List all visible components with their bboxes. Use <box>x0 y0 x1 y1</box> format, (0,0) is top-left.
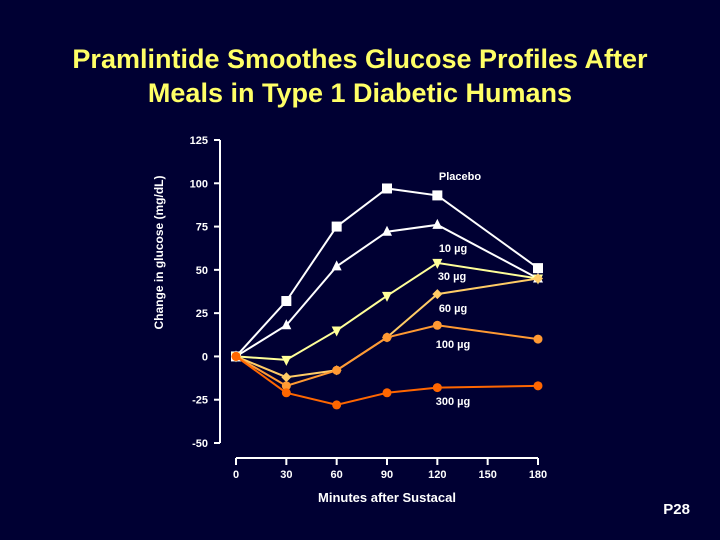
y-tick-label: 100 <box>190 178 208 190</box>
data-point-s2-3 <box>382 291 392 302</box>
y-tick-label: 50 <box>196 265 208 277</box>
y-tick-label: 25 <box>196 308 208 320</box>
data-point-s5-5 <box>533 381 543 391</box>
x-tick-label: 120 <box>428 469 446 481</box>
series-label-4: 100 µg <box>436 339 470 351</box>
slide-title-line-1: Pramlintide Smoothes Glucose Profiles Af… <box>72 44 648 74</box>
data-point-s2-2 <box>331 326 342 337</box>
data-point-s5-3 <box>382 388 392 398</box>
data-point-s5-0 <box>231 351 241 361</box>
series-line-4 <box>235 324 539 387</box>
y-tick-label: 125 <box>190 135 208 147</box>
data-point-s1-1 <box>281 319 292 330</box>
x-tick-label: 30 <box>280 469 292 481</box>
data-point-s0-3 <box>382 183 392 194</box>
data-point-s1-4 <box>432 218 443 229</box>
data-point-s3-5 <box>533 273 543 284</box>
slide-title: Pramlintide Smoothes Glucose Profiles Af… <box>0 42 720 110</box>
data-point-s0-5 <box>533 263 543 274</box>
data-point-s4-3 <box>382 332 392 342</box>
data-point-s5-1 <box>281 388 291 398</box>
y-tick-label: -50 <box>192 438 208 450</box>
y-tick-label: 75 <box>196 222 208 234</box>
data-point-s2-1 <box>281 355 292 366</box>
data-point-s3-1 <box>281 372 292 383</box>
data-point-s4-2 <box>332 365 342 375</box>
x-tick-label: 60 <box>331 469 343 481</box>
data-point-s0-4 <box>432 190 443 201</box>
y-tick-label: -25 <box>192 395 208 407</box>
slide-code: P28 <box>663 501 690 518</box>
x-tick-label: 180 <box>529 469 547 481</box>
data-point-s5-4 <box>432 383 442 393</box>
x-tick-label: 90 <box>381 469 393 481</box>
y-tick-label: 0 <box>202 351 208 363</box>
series-line-5 <box>235 355 539 406</box>
x-axis-label: Minutes after Sustacal <box>318 490 456 505</box>
slide-title-line-2: Meals in Type 1 Diabetic Humans <box>147 78 573 108</box>
data-point-s5-2 <box>332 400 342 410</box>
series-line-0 <box>235 187 539 358</box>
series-line-2 <box>235 261 539 361</box>
data-point-s4-5 <box>533 334 543 344</box>
data-point-s1-2 <box>331 260 342 271</box>
series-label-0: Placebo <box>439 171 481 183</box>
data-point-s0-1 <box>281 296 292 307</box>
y-axis-label: Change in glucose (mg/dL) <box>152 175 166 329</box>
series-label-1: 10 µg <box>439 243 467 255</box>
series-label-3: 60 µg <box>439 303 467 315</box>
x-tick-label: 0 <box>233 469 239 481</box>
series-label-5: 300 µg <box>436 396 470 408</box>
data-point-s4-1 <box>281 381 291 391</box>
data-point-s4-4 <box>432 320 442 330</box>
data-point-s2-4 <box>432 258 443 269</box>
series-line-1 <box>235 223 539 358</box>
series-label-2: 30 µg <box>438 271 466 283</box>
data-point-s1-3 <box>382 225 392 236</box>
x-tick-label: 150 <box>478 469 496 481</box>
data-point-s0-2 <box>331 221 342 232</box>
data-point-s3-4 <box>432 289 443 300</box>
